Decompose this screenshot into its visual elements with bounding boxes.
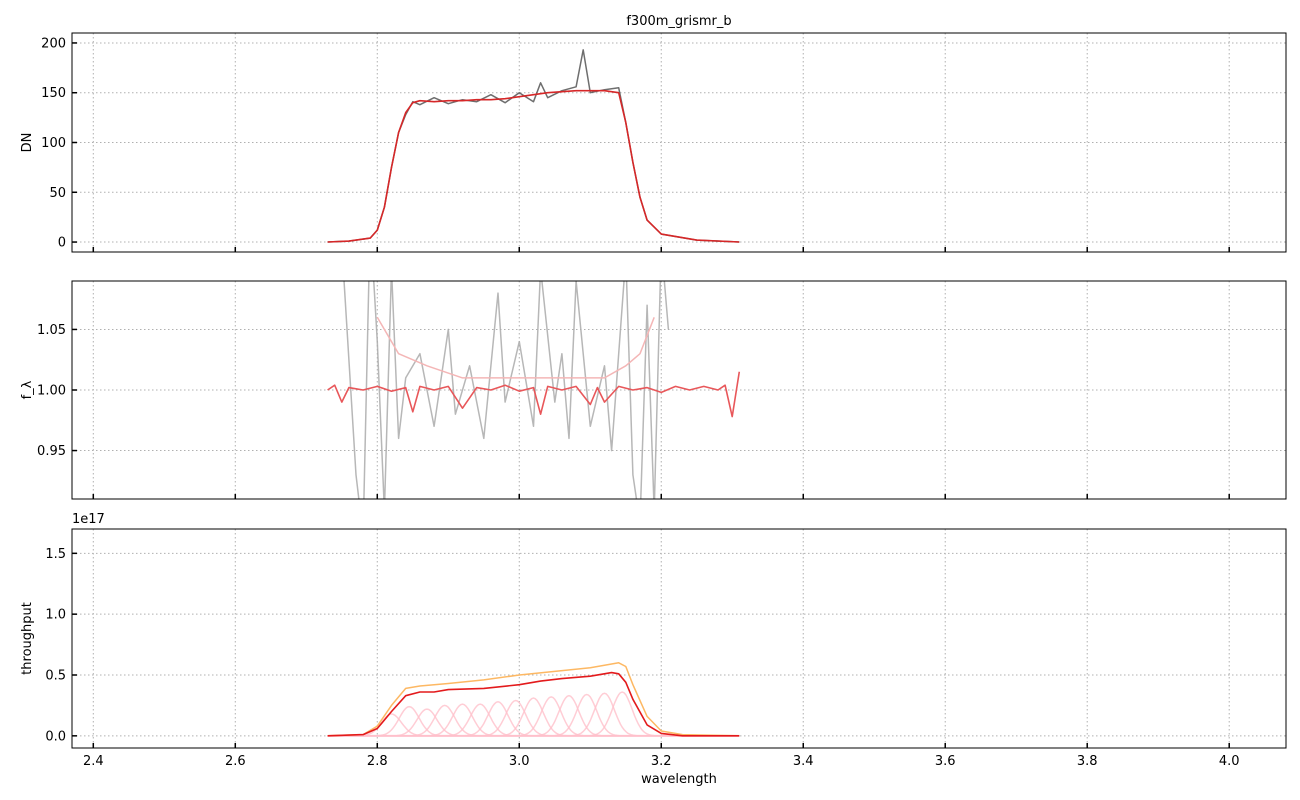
grid-lines-flux <box>72 281 1286 499</box>
chart-title: f300m_grismr_b <box>626 14 731 29</box>
ytick-label-0-95: 0.95 <box>37 444 66 459</box>
ytick-label-1-05: 1.05 <box>37 323 66 338</box>
ytick-label-200: 200 <box>41 36 66 51</box>
xtick-label-3: 3.0 <box>509 754 530 769</box>
xtick-label-4: 4.0 <box>1219 754 1240 769</box>
grid-lines-counts <box>72 33 1286 252</box>
ytick-label-1: 1.00 <box>37 384 66 399</box>
xlabel-wavelength: wavelength <box>641 772 717 787</box>
ticks-throughput: 0.0 0.5 1.0 1.5 2.4 2.6 2.8 3.0 3.2 3.4 3.6 3.8 4.0 <box>45 547 1239 769</box>
ylabel-throughput: throughput <box>20 602 35 675</box>
axes-frame-flux <box>71 280 1287 500</box>
axes-frame-throughput <box>71 528 1287 749</box>
xtick-label-3-2: 3.2 <box>651 754 672 769</box>
xtick-label-2-8: 2.8 <box>367 754 388 769</box>
xtick-label-2-6: 2.6 <box>225 754 246 769</box>
panel-throughput: 0.00.51.01.52.4 2.6 2.8 3.0 3.2 3.4 3.6 3.8 4.0 … <box>20 512 1287 787</box>
xtick-label-3-8: 3.8 <box>1077 754 1098 769</box>
axes-frame-counts <box>71 32 1287 253</box>
series-line-data-gray <box>327 49 740 243</box>
series-group-throughput <box>327 662 740 737</box>
xtick-label-3-4: 3.4 <box>793 754 814 769</box>
ytick-label-1-5: 1.5 <box>45 547 66 562</box>
series-line-smooth-light <box>376 316 655 379</box>
component-line-1 <box>348 713 435 737</box>
y-offset-label: 1e17 <box>72 512 105 527</box>
series-line-total-orange <box>327 662 740 737</box>
ytick-label-0: 0.0 <box>45 729 66 744</box>
ytick-label-100: 100 <box>41 136 66 151</box>
ytick-label-0: 0 <box>58 236 66 251</box>
xtick-label-3-6: 3.6 <box>935 754 956 769</box>
panel-flux: 0.95 1.00 1.05 f_λ <box>20 280 1287 500</box>
series-line-model <box>327 89 740 243</box>
grid-lines-throughput <box>72 529 1286 748</box>
panel-counts: 0 50 100 150 200 DN <box>20 32 1287 253</box>
series-group-flux <box>327 281 741 499</box>
xtick-label-2-4: 2.4 <box>83 754 104 769</box>
ticks-counts: 0 50 100 150 200 <box>41 36 1230 252</box>
series-group-counts <box>327 49 740 243</box>
series-line-model-red <box>327 671 740 737</box>
ticks-flux: 0.95 1.00 1.05 <box>37 323 1230 499</box>
ytick-label-150: 150 <box>41 86 66 101</box>
ylabel-flux: f_λ <box>20 380 35 399</box>
series-line-model <box>327 371 741 418</box>
ytick-label-0-5: 0.5 <box>45 669 66 684</box>
ylabel-counts: DN <box>20 133 35 153</box>
ytick-label-50: 50 <box>49 186 66 201</box>
ytick-label-1: 1.0 <box>45 608 66 623</box>
